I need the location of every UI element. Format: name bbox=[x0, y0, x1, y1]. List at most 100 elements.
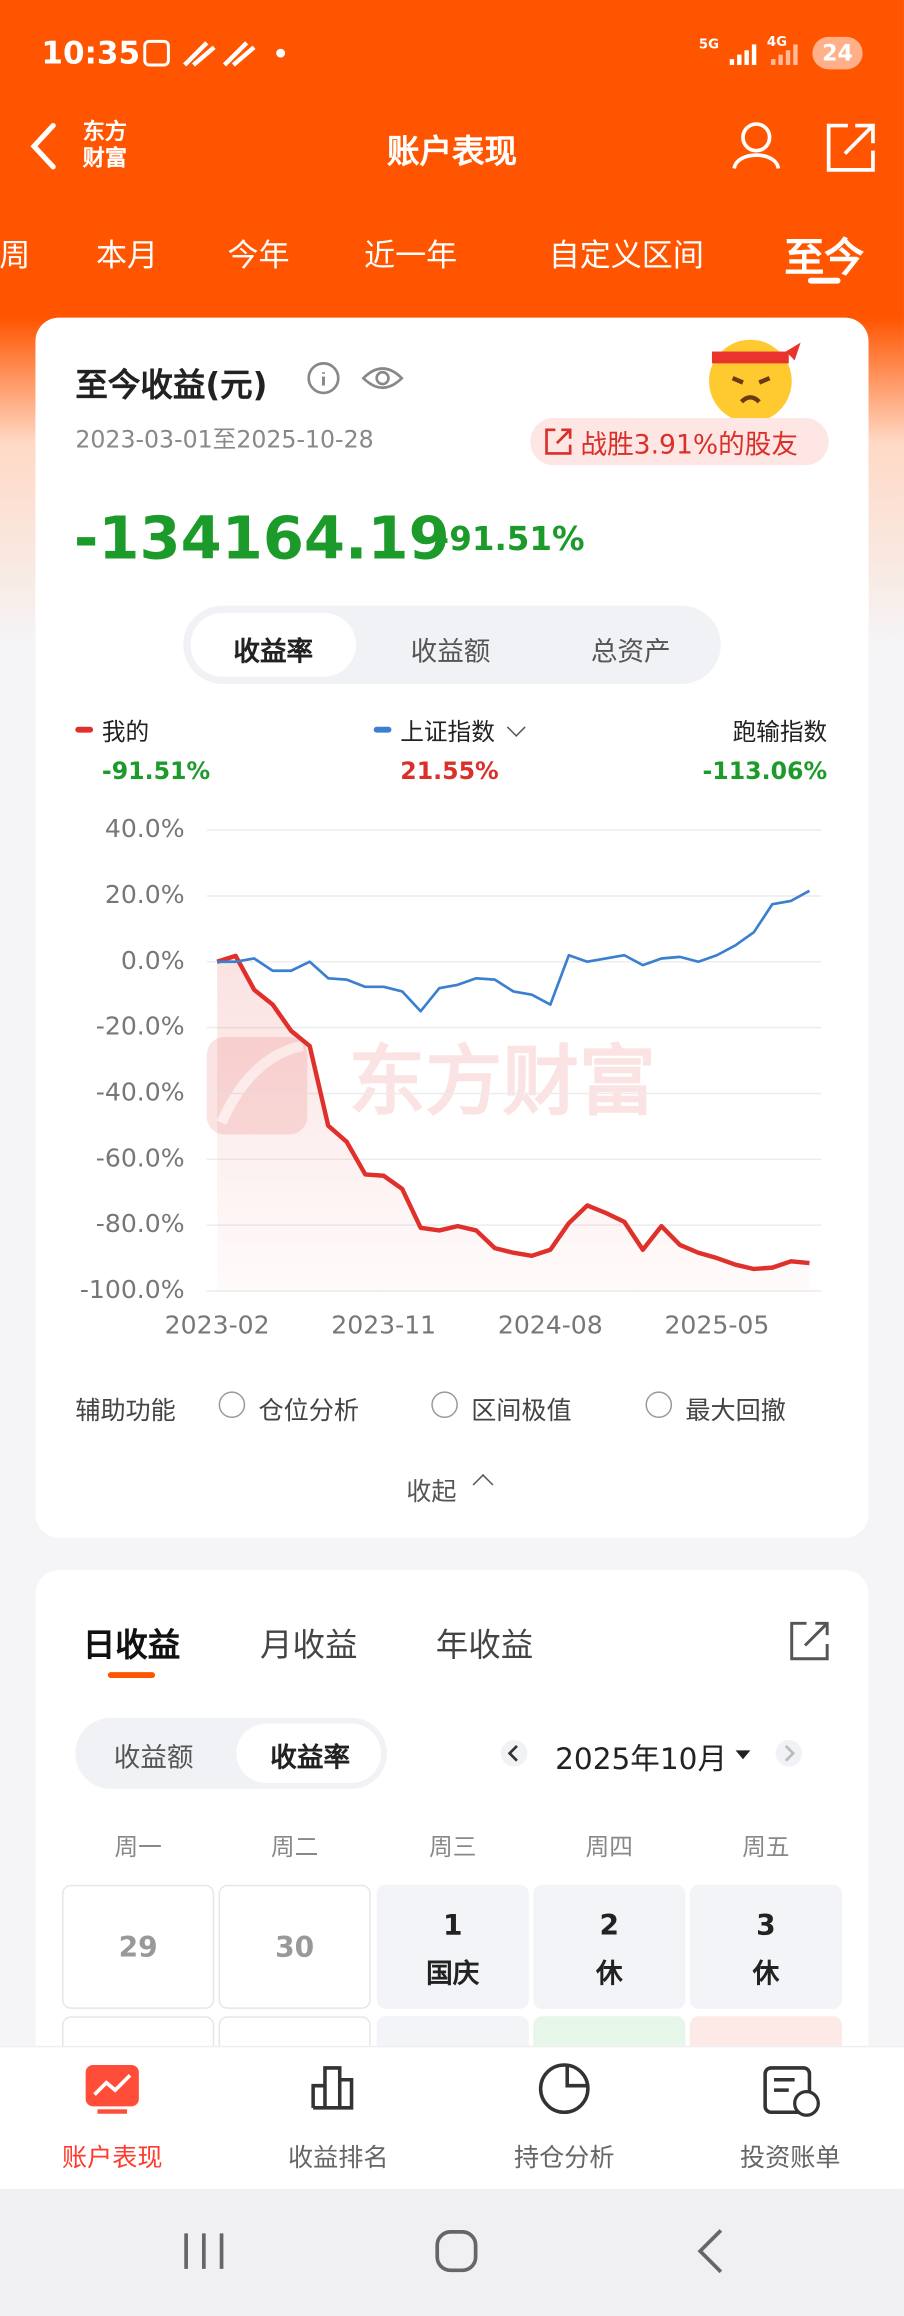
month-caret bbox=[735, 1750, 751, 1760]
status-network: 4G bbox=[766, 35, 788, 51]
back-button[interactable] bbox=[27, 121, 62, 171]
legend-value: -91.51% bbox=[101, 757, 211, 786]
profit-percent: -91.51% bbox=[435, 522, 585, 560]
period-tab[interactable]: 今年 bbox=[227, 237, 290, 274]
earnings-tab[interactable]: 年收益 bbox=[435, 1627, 534, 1665]
profile-button[interactable] bbox=[730, 118, 786, 174]
day-number: 3 bbox=[756, 1909, 776, 1943]
earnings-switch-item[interactable]: 收益额 bbox=[113, 1742, 194, 1774]
nav-item[interactable]: 持仓分析 bbox=[514, 2144, 615, 2174]
day-cell[interactable] bbox=[218, 1884, 371, 2009]
legend-value: -113.06% bbox=[702, 757, 828, 786]
day-cell[interactable] bbox=[62, 1884, 215, 2009]
system-nav-buttons bbox=[184, 2229, 723, 2274]
day-cell[interactable] bbox=[689, 1884, 842, 2009]
assist-option[interactable]: 区间极值 bbox=[471, 1396, 572, 1427]
period-tab[interactable]: 至今 bbox=[784, 235, 865, 282]
weekday: 周三 bbox=[429, 1833, 477, 1862]
status-icons bbox=[143, 39, 286, 67]
y-tick-label: -100.0% bbox=[80, 1275, 185, 1304]
beat-badge-bg[interactable] bbox=[530, 418, 829, 466]
battery: 24 bbox=[812, 36, 863, 70]
earnings-tab[interactable]: 月收益 bbox=[259, 1627, 358, 1665]
legend-name: 我的 bbox=[101, 717, 150, 746]
day-note: 国庆 bbox=[426, 1958, 480, 1990]
legend-name: 跑输指数 bbox=[732, 717, 828, 746]
weekday: 周一 bbox=[114, 1833, 162, 1862]
summary-card bbox=[35, 317, 869, 1538]
next-month[interactable] bbox=[774, 1739, 804, 1769]
month-picker[interactable]: 2025年10月 bbox=[555, 1740, 727, 1777]
radio[interactable] bbox=[645, 1391, 673, 1419]
day-note: 休 bbox=[752, 1958, 780, 1990]
earnings-switch-active bbox=[236, 1723, 382, 1783]
prev-month[interactable] bbox=[499, 1739, 529, 1769]
legend-value: 21.55% bbox=[400, 757, 499, 786]
area bbox=[217, 955, 810, 1291]
assist-label: 辅助功能 bbox=[75, 1396, 176, 1427]
legend-swatch bbox=[373, 726, 392, 733]
radio[interactable] bbox=[431, 1391, 458, 1419]
period-tab[interactable]: 近一年 bbox=[364, 237, 458, 274]
y-tick-label: 40.0% bbox=[105, 814, 185, 843]
day-cell[interactable] bbox=[533, 1884, 686, 2009]
chart-switch-item[interactable]: 收益额 bbox=[410, 636, 491, 668]
summary-title: 至今收益(元) bbox=[75, 367, 268, 405]
chart-switch-active bbox=[190, 612, 356, 677]
status-time: 10:35 bbox=[41, 35, 141, 71]
y-tick-label: -40.0% bbox=[96, 1077, 185, 1106]
day-cell[interactable] bbox=[376, 1884, 529, 2009]
day-number: 29 bbox=[118, 1932, 158, 1965]
day-number: 1 bbox=[442, 1909, 463, 1943]
line bbox=[216, 953, 810, 1272]
nav-item[interactable]: 账户表现 bbox=[62, 2144, 163, 2174]
weekday: 周二 bbox=[271, 1833, 319, 1862]
day-number: 2 bbox=[599, 1909, 620, 1943]
assist-option[interactable]: 仓位分析 bbox=[258, 1396, 359, 1427]
assist-option[interactable]: 最大回撤 bbox=[685, 1396, 786, 1427]
period-tab[interactable]: 本月 bbox=[96, 237, 159, 274]
badge-icon bbox=[545, 428, 572, 455]
x-tick-label: 2023-02 bbox=[165, 1310, 270, 1339]
x-tick-label: 2025-05 bbox=[664, 1310, 769, 1339]
date-range: 2023-03-01至2025-10-28 bbox=[75, 425, 374, 454]
mascot bbox=[709, 339, 801, 423]
chart-switch-item[interactable]: 总资产 bbox=[590, 636, 671, 668]
weekday: 周五 bbox=[742, 1833, 790, 1862]
radio[interactable] bbox=[218, 1391, 246, 1419]
info-icon[interactable] bbox=[304, 359, 407, 400]
signal-icons bbox=[729, 44, 798, 65]
nav-icons bbox=[85, 2063, 820, 2117]
bottom-nav bbox=[0, 2045, 904, 2191]
x-tick-label: 2024-08 bbox=[498, 1310, 603, 1339]
tab-indicator bbox=[107, 1672, 156, 1678]
status-network: 5G bbox=[698, 38, 720, 54]
period-tab[interactable]: 自定义区间 bbox=[548, 237, 704, 274]
line bbox=[217, 889, 811, 1013]
day-note: 休 bbox=[596, 1958, 623, 1990]
y-tick-label: -20.0% bbox=[96, 1012, 185, 1041]
earnings-share[interactable] bbox=[789, 1620, 830, 1661]
x-tick-label: 2023-11 bbox=[331, 1310, 436, 1339]
earnings-switch-item[interactable]: 收益率 bbox=[270, 1742, 351, 1774]
nav-item[interactable]: 收益排名 bbox=[288, 2144, 389, 2174]
collapse[interactable]: 收起 bbox=[406, 1477, 457, 1508]
share-button[interactable] bbox=[824, 121, 877, 174]
logo: 东方财富 bbox=[82, 118, 128, 172]
legend-name: 上证指数 bbox=[400, 717, 495, 746]
period-tab[interactable]: 周 bbox=[0, 237, 31, 274]
system-nav bbox=[0, 2189, 904, 2316]
legend-swatch bbox=[75, 726, 94, 733]
y-tick-label: 0.0% bbox=[121, 946, 185, 975]
earnings-tab[interactable]: 日收益 bbox=[82, 1627, 181, 1665]
beat-badge: 战胜3.91%的股友 bbox=[580, 429, 798, 461]
watermark: 东方财富 bbox=[349, 1038, 656, 1127]
chart-switch-item[interactable]: 收益率 bbox=[233, 636, 314, 668]
nav-item[interactable]: 投资账单 bbox=[740, 2144, 841, 2174]
y-tick-label: -60.0% bbox=[96, 1143, 185, 1172]
y-tick-label: 20.0% bbox=[105, 880, 185, 909]
tab-indicator bbox=[807, 277, 841, 284]
y-tick-label: -80.0% bbox=[96, 1209, 185, 1238]
